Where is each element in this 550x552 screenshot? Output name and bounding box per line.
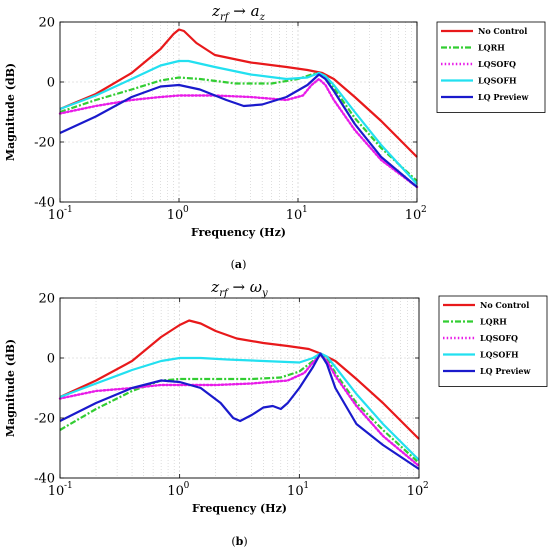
legend-label: LQSOFH bbox=[480, 350, 519, 360]
x-tick-label: 10 bbox=[167, 208, 184, 223]
legend-label: No Control bbox=[480, 300, 529, 310]
legend-label: LQSOFQ bbox=[480, 333, 518, 343]
legend-label: No Control bbox=[478, 26, 527, 36]
axes-box bbox=[59, 297, 420, 479]
series-line-lqsofq bbox=[58, 77, 419, 189]
chart-title: zrf → ωy bbox=[210, 278, 268, 299]
y-tick-label: 0 bbox=[47, 352, 55, 367]
x-tick-label: 10 bbox=[286, 208, 303, 223]
x-tick-exponent: 1 bbox=[303, 481, 309, 491]
y-tick-label: -20 bbox=[34, 136, 55, 151]
chart-title: zrf → az bbox=[211, 2, 265, 23]
series-line-no-control bbox=[59, 28, 418, 158]
legend-label: LQSOFQ bbox=[478, 59, 516, 69]
series-line-lqsofq bbox=[58, 353, 421, 468]
series-line-lqsofh bbox=[59, 59, 418, 185]
series-line-lqsofh bbox=[59, 352, 420, 461]
legend-label: LQSOFH bbox=[478, 76, 517, 86]
legend-label: LQRH bbox=[478, 43, 505, 53]
x-tick-label: 10 bbox=[48, 208, 65, 223]
x-tick-label: 10 bbox=[405, 208, 422, 223]
x-tick-exponent: 0 bbox=[184, 481, 190, 491]
x-tick-label: 10 bbox=[407, 484, 424, 499]
x-axis-label: Frequency (Hz) bbox=[191, 226, 286, 239]
y-tick-label: 0 bbox=[47, 76, 55, 91]
grid bbox=[60, 298, 419, 478]
series-line-lq-preview bbox=[59, 352, 420, 470]
x-tick-label: 10 bbox=[48, 484, 65, 499]
legend: No Control LQRH LQSOFQ LQSOFH LQ Preview bbox=[436, 21, 546, 113]
legend-label: LQ Preview bbox=[480, 366, 531, 376]
series-line-lq-preview bbox=[59, 73, 418, 188]
x-tick-exponent: -1 bbox=[64, 205, 73, 215]
x-tick-label: 10 bbox=[167, 484, 184, 499]
legend-label: LQRH bbox=[480, 317, 507, 327]
x-axis-label: Frequency (Hz) bbox=[192, 502, 287, 515]
chart-caption: (a) bbox=[231, 258, 247, 271]
legend: No Control LQRH LQSOFQ LQSOFH LQ Preview bbox=[438, 295, 548, 387]
legend-label: LQ Preview bbox=[478, 92, 529, 102]
y-tick-label: 20 bbox=[38, 292, 55, 307]
series-group bbox=[58, 319, 421, 470]
series-line-lqrh bbox=[59, 71, 418, 182]
y-tick-label: -20 bbox=[34, 412, 55, 427]
x-tick-exponent: 2 bbox=[421, 205, 427, 215]
y-axis-label: Magnitude (dB) bbox=[4, 63, 17, 161]
chart-caption: (b) bbox=[231, 535, 247, 548]
series-line-no-control bbox=[59, 319, 420, 440]
y-tick-label: -40 bbox=[34, 472, 55, 487]
x-tick-exponent: 1 bbox=[302, 205, 308, 215]
y-axis-label: Magnitude (dB) bbox=[4, 339, 17, 437]
grid bbox=[60, 22, 417, 202]
x-tick-exponent: -1 bbox=[64, 481, 73, 491]
y-tick-label: -40 bbox=[34, 196, 55, 211]
series-line-lqrh bbox=[59, 352, 420, 464]
axes-box bbox=[59, 21, 418, 203]
x-tick-exponent: 2 bbox=[423, 481, 429, 491]
series-group bbox=[58, 28, 419, 189]
x-tick-exponent: 0 bbox=[183, 205, 189, 215]
x-tick-label: 10 bbox=[287, 484, 304, 499]
y-tick-label: 20 bbox=[38, 16, 55, 31]
